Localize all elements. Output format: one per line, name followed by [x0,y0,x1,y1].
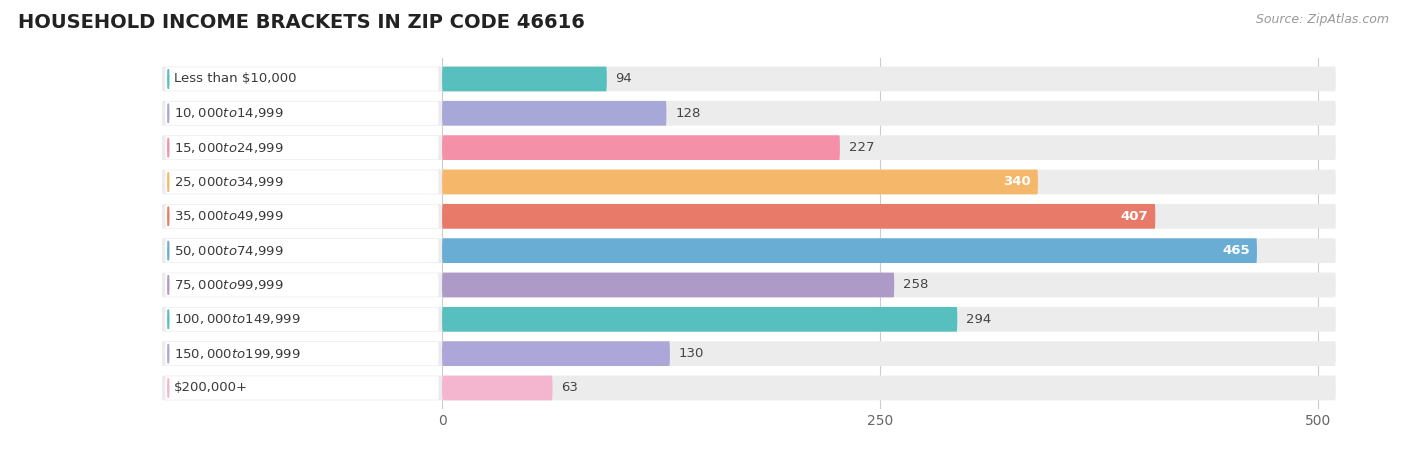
FancyBboxPatch shape [441,170,1038,194]
FancyBboxPatch shape [441,238,1257,263]
FancyBboxPatch shape [162,170,1336,194]
Text: 130: 130 [679,347,704,360]
FancyBboxPatch shape [162,273,1336,297]
FancyBboxPatch shape [165,376,439,400]
Text: $100,000 to $149,999: $100,000 to $149,999 [174,313,301,326]
FancyBboxPatch shape [162,238,1336,263]
FancyBboxPatch shape [165,170,439,194]
FancyBboxPatch shape [441,376,553,401]
FancyBboxPatch shape [162,101,1336,126]
FancyBboxPatch shape [165,342,439,365]
FancyBboxPatch shape [441,307,957,332]
FancyBboxPatch shape [162,307,1336,332]
Text: $35,000 to $49,999: $35,000 to $49,999 [174,209,284,223]
Text: 94: 94 [616,72,633,85]
Text: HOUSEHOLD INCOME BRACKETS IN ZIP CODE 46616: HOUSEHOLD INCOME BRACKETS IN ZIP CODE 46… [18,13,585,32]
FancyBboxPatch shape [165,67,439,91]
Text: 407: 407 [1121,210,1149,223]
Text: 294: 294 [966,313,991,326]
FancyBboxPatch shape [165,273,439,297]
FancyBboxPatch shape [162,376,1336,401]
FancyBboxPatch shape [162,341,1336,366]
FancyBboxPatch shape [165,136,439,159]
Text: 227: 227 [849,141,875,154]
Text: 63: 63 [561,382,578,395]
FancyBboxPatch shape [441,135,839,160]
FancyBboxPatch shape [441,101,666,126]
Text: 340: 340 [1002,176,1031,189]
Text: Less than $10,000: Less than $10,000 [174,72,297,85]
FancyBboxPatch shape [441,273,894,297]
Text: 128: 128 [675,107,700,120]
FancyBboxPatch shape [165,239,439,262]
Text: Source: ZipAtlas.com: Source: ZipAtlas.com [1256,13,1389,26]
FancyBboxPatch shape [165,308,439,331]
FancyBboxPatch shape [162,204,1336,229]
Text: $200,000+: $200,000+ [174,382,247,395]
Text: $150,000 to $199,999: $150,000 to $199,999 [174,347,301,361]
FancyBboxPatch shape [441,66,607,91]
Text: $25,000 to $34,999: $25,000 to $34,999 [174,175,284,189]
FancyBboxPatch shape [162,135,1336,160]
Text: 465: 465 [1222,244,1250,257]
Text: $15,000 to $24,999: $15,000 to $24,999 [174,141,284,154]
Text: $10,000 to $14,999: $10,000 to $14,999 [174,106,284,120]
Text: $50,000 to $74,999: $50,000 to $74,999 [174,244,284,258]
FancyBboxPatch shape [165,101,439,125]
Text: $75,000 to $99,999: $75,000 to $99,999 [174,278,284,292]
Text: 258: 258 [903,278,928,291]
FancyBboxPatch shape [441,204,1156,229]
FancyBboxPatch shape [162,66,1336,91]
FancyBboxPatch shape [165,205,439,228]
FancyBboxPatch shape [441,341,669,366]
